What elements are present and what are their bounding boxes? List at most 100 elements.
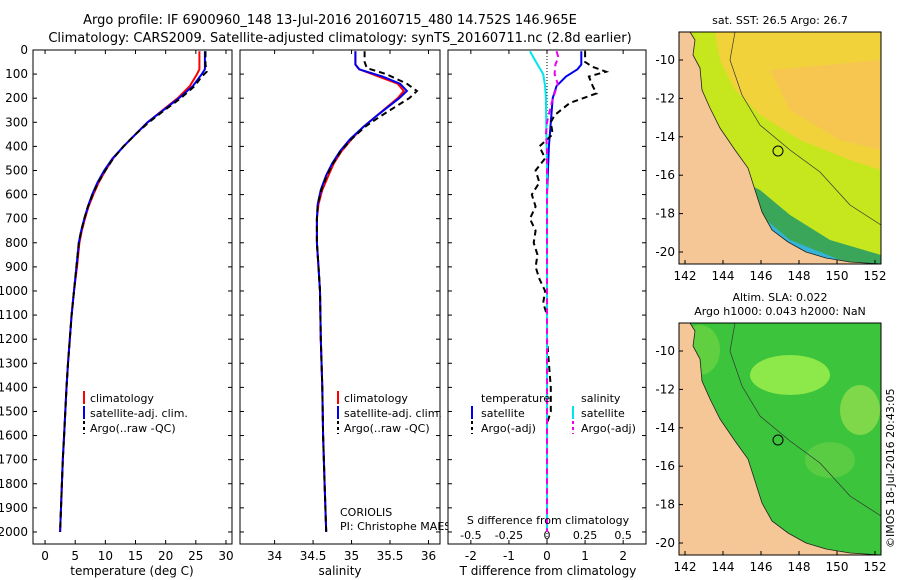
map-lon-label: 146 — [750, 269, 773, 283]
depth-tick-label: 300 — [5, 115, 28, 129]
x-tick-label: 35.5 — [377, 549, 404, 563]
s-tick-label: 0.5 — [614, 529, 632, 542]
temperature-panel: 0 5 10 15 20 25 30 temperature (deg C) climato… — [32, 49, 234, 578]
s-tick-label: -0.5 — [460, 529, 481, 542]
legend-label-s-argo: Argo(-adj) — [581, 422, 636, 435]
series-line-argo-raw-qc — [315, 51, 419, 533]
map-lon-label: 148 — [788, 560, 811, 574]
sla-high-patch-2 — [840, 385, 880, 435]
series-line-t-argo-adj — [528, 51, 610, 532]
x-tick-label: 5 — [71, 549, 79, 563]
map-lat-label: -20 — [655, 536, 675, 550]
depth-tick-label: 1300 — [0, 356, 28, 370]
depth-tick-label: 800 — [5, 236, 28, 250]
depth-tick-label: 100 — [5, 67, 28, 81]
depth-tick-label: 900 — [5, 260, 28, 274]
map-lon-label: 150 — [826, 560, 849, 574]
salinity-xlabel: salinity — [318, 564, 361, 578]
x-tick-label: 34.5 — [300, 549, 327, 563]
sst-shelf-contour — [729, 31, 882, 226]
legend-label-t-argo: Argo(-adj) — [481, 422, 536, 435]
depth-tick-label: 1200 — [0, 332, 28, 346]
x-tick-label: 15 — [128, 549, 143, 563]
depth-tick-label: 500 — [5, 163, 28, 177]
sla-coastline — [689, 322, 882, 556]
profile-location-circle — [772, 145, 784, 157]
s-tick-label: -0.25 — [495, 529, 523, 542]
map-lat-label: -18 — [655, 498, 675, 512]
title-line-1: Argo profile: IF 6900960_148 13-Jul-2016… — [83, 13, 577, 28]
legend-label-satellite-adj: satellite-adj. clim. — [344, 407, 442, 420]
title-line-2: Climatology: CARS2009. Satellite-adjuste… — [48, 31, 631, 46]
sla-map-title-1: Altim. SLA: 0.022 — [732, 291, 827, 304]
sla-land — [679, 323, 881, 555]
legend-title-salinity: salinity — [581, 392, 621, 405]
map-lon-label: 144 — [712, 560, 735, 574]
map-lon-label: 148 — [788, 269, 811, 283]
difference-legend: temperature satellite Argo(-adj) salinit… — [471, 392, 636, 435]
sst-map-frame — [678, 31, 882, 265]
x-tick-label: 35 — [344, 549, 359, 563]
salinity-legend: climatology satellite-adj. clim. Argo(..… — [337, 391, 442, 435]
map-lat-label: -12 — [655, 382, 675, 396]
map-lon-label: 152 — [864, 269, 887, 283]
map-lat-label: -18 — [655, 207, 675, 221]
depth-tick-label: 2000 — [0, 525, 28, 539]
credit-text: ©IMOS 18-Jul-2016 20:43:05 — [884, 388, 897, 548]
sla-high-patch-3 — [805, 442, 855, 478]
depth-tick-label: 1600 — [0, 429, 28, 443]
depth-tick-label: 600 — [5, 188, 28, 202]
legend-label-argo: Argo(..raw -QC) — [344, 422, 430, 435]
series-line-argo-raw-qc — [59, 51, 208, 533]
legend-label-climatology: climatology — [344, 392, 408, 405]
legend-label-argo: Argo(..raw -QC) — [90, 422, 176, 435]
x-tick-label: -2 — [465, 549, 477, 563]
x-tick-label: 25 — [188, 549, 203, 563]
profile-location-circle — [772, 434, 784, 446]
map-lon-label: 144 — [712, 269, 735, 283]
x-tick-label: 20 — [158, 549, 173, 563]
s-tick-label: 0 — [544, 529, 551, 542]
temperature-xlabel: temperature (deg C) — [70, 564, 193, 578]
salinity-panel: 34 34.5 35 35.5 36 salinity climatology sate… — [239, 49, 451, 578]
series-line-s-argo-adj — [544, 50, 560, 532]
depth-tick-label: 1100 — [0, 308, 28, 322]
sla-map-frame — [678, 322, 882, 556]
legend-label-satellite-adj: satellite-adj. clim. — [90, 407, 188, 420]
legend-label-s-satellite: satellite — [581, 407, 625, 420]
depth-tick-label: 1900 — [0, 501, 28, 515]
sst-warm-patch-2 — [770, 60, 881, 150]
x-tick-label: 10 — [98, 549, 113, 563]
depth-tick-label: 1000 — [0, 284, 28, 298]
map-lon-label: 150 — [826, 269, 849, 283]
x-tick-label: 0 — [543, 549, 551, 563]
sla-map: Altim. SLA: 0.022 Argo h1000: 0.043 h200… — [655, 291, 886, 574]
sla-map-title-2: Argo h1000: 0.043 h2000: NaN — [694, 305, 866, 318]
sst-map: sat. SST: 26.5 Argo: 26.7 142 144 146 148 15… — [655, 14, 886, 283]
annotation-coriolis: CORIOLIS — [340, 506, 392, 519]
legend-title-temperature: temperature — [481, 392, 550, 405]
x-tick-label: 2 — [619, 549, 627, 563]
map-lat-label: -10 — [655, 344, 675, 358]
depth-tick-label: 200 — [5, 91, 28, 105]
difference-xlabel: T difference from climatology — [459, 564, 637, 578]
map-lon-label: 142 — [674, 269, 697, 283]
map-lat-label: -16 — [655, 168, 675, 182]
x-tick-label: 36 — [421, 549, 436, 563]
sst-map-title: sat. SST: 26.5 Argo: 26.7 — [712, 14, 848, 27]
x-tick-label: -1 — [503, 549, 515, 563]
x-tick-label: 1 — [581, 549, 589, 563]
depth-tick-label: 1500 — [0, 404, 28, 418]
x-tick-label: 34 — [267, 549, 282, 563]
depth-tick-label: 400 — [5, 139, 28, 153]
sla-high-patch-1 — [750, 355, 830, 395]
x-tick-label: 30 — [218, 549, 233, 563]
depth-tick-label: 0 — [20, 43, 28, 57]
map-lat-label: -12 — [655, 91, 675, 105]
sla-shelf-contour — [729, 322, 882, 517]
map-lat-label: -14 — [655, 130, 675, 144]
depth-tick-label: 700 — [5, 212, 28, 226]
map-lon-label: 146 — [750, 560, 773, 574]
sst-land — [679, 32, 881, 264]
